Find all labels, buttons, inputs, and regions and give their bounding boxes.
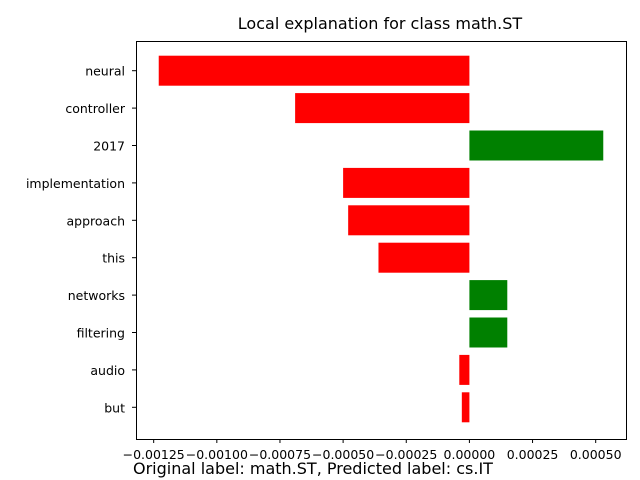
- x-tick-label: −0.00025: [375, 447, 437, 462]
- x-tick-label: −0.00100: [186, 447, 248, 462]
- bar-implementation: [343, 167, 470, 198]
- bar-filtering: [469, 317, 508, 348]
- x-axis: −0.00125 −0.00100 −0.00075 −0.00050 −0.00025…: [123, 439, 622, 462]
- y-tick-label: networks: [68, 288, 125, 303]
- chart-title: Local explanation for class math.ST: [238, 14, 523, 33]
- y-axis: neural controller 2017 implementation approa…: [26, 64, 136, 415]
- bar-networks: [469, 280, 508, 311]
- bars-group: [158, 55, 604, 423]
- bar-controller: [295, 93, 470, 124]
- y-tick-label: controller: [65, 101, 125, 116]
- y-tick-label: filtering: [77, 326, 125, 341]
- x-tick-label: −0.00050: [312, 447, 374, 462]
- bar-approach: [348, 205, 470, 236]
- y-tick-label: audio: [90, 363, 125, 378]
- bar-this: [378, 242, 470, 273]
- x-tick-label: 0.00025: [507, 447, 559, 462]
- x-tick-label: −0.00125: [123, 447, 185, 462]
- y-tick-label: but: [104, 400, 125, 415]
- bar-audio: [459, 354, 470, 385]
- y-tick-label: approach: [67, 213, 126, 228]
- x-tick-label: 0.00000: [444, 447, 496, 462]
- bar-2017: [469, 130, 604, 161]
- y-tick-label: implementation: [26, 176, 125, 191]
- plot-frame: [136, 41, 627, 440]
- prediction-caption: Original label: math.ST, Predicted label…: [133, 459, 493, 478]
- x-tick-label: 0.00050: [570, 447, 622, 462]
- y-tick-label: 2017: [93, 139, 125, 154]
- bar-neural: [158, 55, 470, 86]
- y-tick-label: neural: [85, 64, 125, 79]
- x-tick-label: −0.00075: [249, 447, 311, 462]
- y-tick-label: this: [102, 251, 125, 266]
- bar-but: [461, 392, 470, 423]
